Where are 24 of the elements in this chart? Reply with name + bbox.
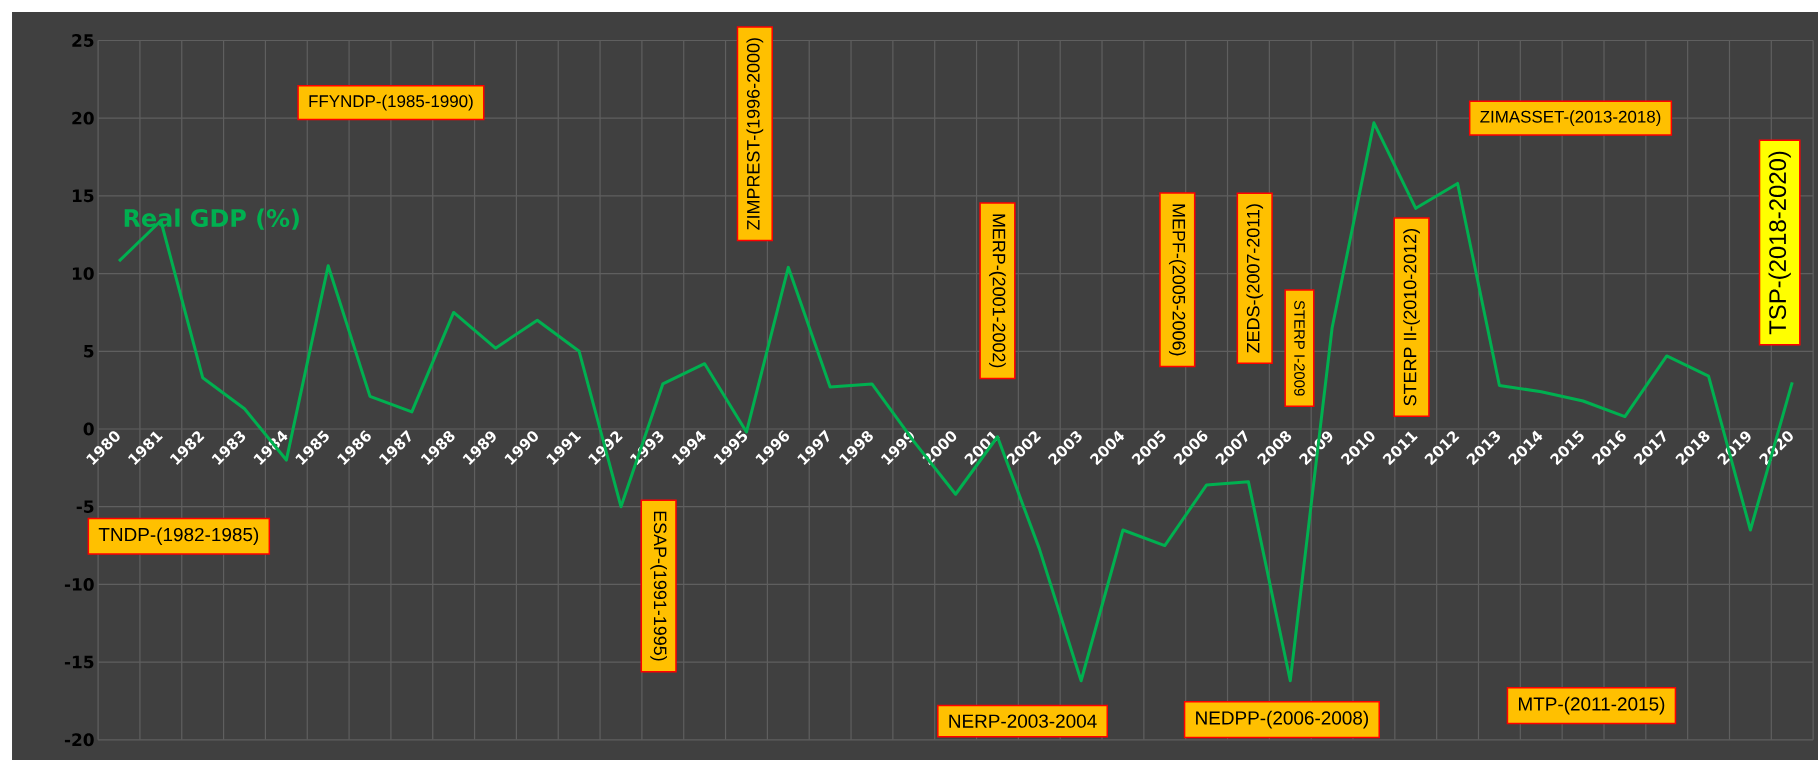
annotation: TSP-(2018-2020)	[1768, 151, 1791, 335]
annotation: MTP-(2011-2015)	[1518, 696, 1665, 715]
y-tick-label: 5	[84, 344, 94, 358]
annotation: FFYNDP-(1985-1990)	[309, 94, 473, 111]
annotation: ZIMPREST-(1996-2000)	[746, 38, 764, 230]
y-tick-label: 10	[72, 267, 94, 280]
y-tick-label: 20	[72, 111, 94, 125]
annotation: STERP II-(2010-2012)	[1403, 229, 1420, 406]
annotation: ZEDS-(2007-2011)	[1246, 204, 1264, 353]
annotation: ZIMASSET-(2013-2018)	[1480, 110, 1661, 127]
annotation: MEPF-(2005-2006)	[1168, 204, 1186, 356]
y-tick-label: 15	[72, 189, 94, 203]
annotation: NERP-2003-2004	[949, 714, 1097, 728]
series-label: Real GDP (%)	[124, 208, 299, 230]
y-tick-label: -15	[64, 655, 94, 669]
y-tick-label: -20	[64, 733, 94, 747]
annotation: NEDPP-(2006-2008)	[1196, 710, 1369, 729]
annotation: TNDP-(1982-1985)	[98, 527, 259, 546]
annotation: MERP-(2001-2002)	[989, 214, 1006, 368]
y-tick-label: -5	[76, 500, 94, 513]
y-tick-label: 25	[72, 34, 94, 47]
annotation: STERP I-2009	[1294, 300, 1305, 396]
annotation: ESAP-(1991-1995)	[650, 511, 667, 661]
y-tick-label: -10	[64, 577, 94, 591]
